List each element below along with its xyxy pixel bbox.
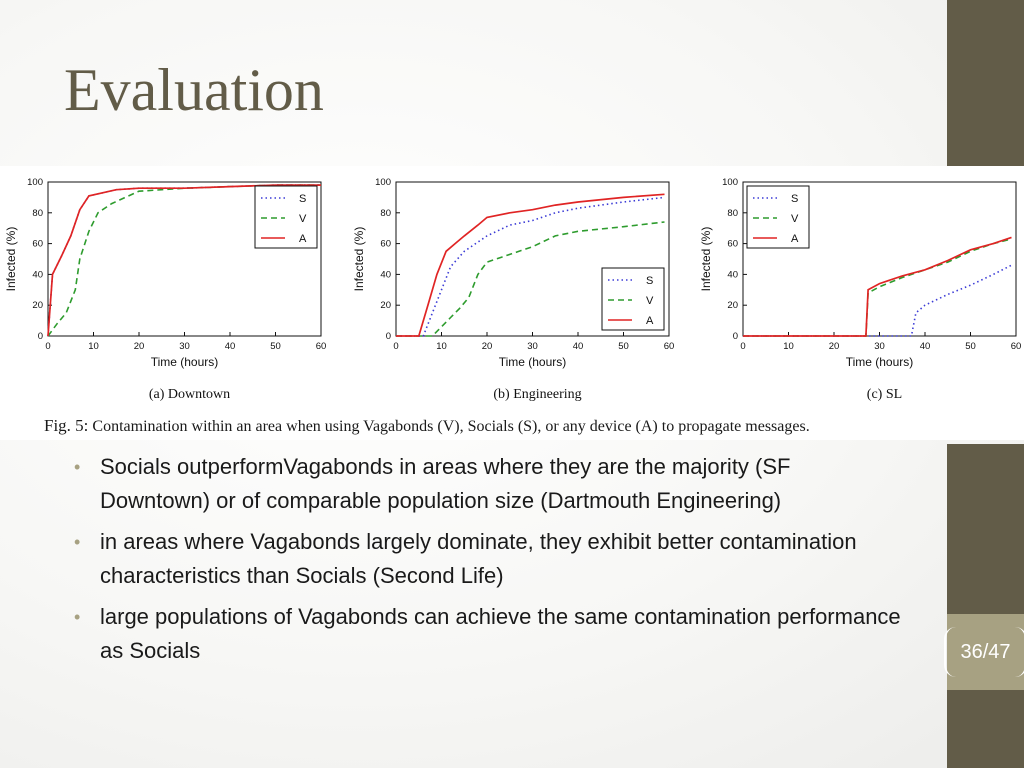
legend-label: V: [646, 295, 654, 307]
legend-label: V: [299, 213, 307, 225]
x-tick-label: 20: [134, 341, 145, 352]
y-axis-label: Infected (%): [352, 227, 366, 292]
legend-label: A: [791, 233, 799, 245]
series-line-a: [47, 184, 321, 337]
y-tick-label: 20: [727, 300, 738, 311]
x-tick-label: 30: [527, 341, 538, 352]
bullet-text: in areas where Vagabonds largely dominat…: [100, 529, 857, 588]
page-number: 36/47: [944, 627, 1024, 677]
y-tick-label: 80: [380, 208, 391, 219]
series-line-a: [396, 193, 665, 337]
slide-title: Evaluation: [64, 57, 324, 123]
series-line-v: [47, 184, 321, 337]
y-tick-label: 0: [38, 331, 43, 342]
y-tick-label: 80: [32, 208, 43, 219]
legend-label: A: [299, 233, 307, 245]
y-tick-label: 60: [727, 239, 738, 250]
y-tick-label: 80: [727, 208, 738, 219]
bullet-text: large populations of Vagabonds can achie…: [100, 604, 901, 663]
x-tick-label: 50: [270, 341, 281, 352]
bullet-list: • Socials outperformVagabonds in areas wh…: [72, 450, 902, 675]
series-line-s: [743, 264, 1012, 337]
y-tick-label: 40: [380, 269, 391, 280]
x-tick-label: 20: [482, 341, 493, 352]
y-tick-label: 60: [32, 239, 43, 250]
bullet-item: • in areas where Vagabonds largely domina…: [72, 525, 902, 593]
y-tick-label: 60: [380, 239, 391, 250]
bullet-text: Socials outperformVagabonds in areas whe…: [100, 454, 791, 513]
legend-label: S: [791, 193, 798, 205]
bullet-icon: •: [74, 457, 81, 477]
x-axis-label: Time (hours): [846, 355, 914, 369]
x-axis-label: Time (hours): [499, 355, 567, 369]
x-tick-label: 20: [829, 341, 840, 352]
chart-subtitle: (b) Engineering: [493, 387, 581, 402]
chart-subtitle: (a) Downtown: [149, 387, 230, 402]
y-axis-label: Infected (%): [699, 227, 713, 292]
y-tick-label: 100: [375, 177, 391, 188]
x-tick-label: 40: [225, 341, 236, 352]
y-axis-label: Infected (%): [4, 227, 18, 292]
figure-panel: 0 10 20 30 40 50 60 0 20 40 60 80 100 Time (hours) Inf…: [0, 166, 1024, 440]
page-number-box: [947, 614, 1024, 690]
x-tick-label: 50: [965, 341, 976, 352]
y-tick-label: 0: [386, 331, 391, 342]
x-tick-label: 50: [618, 341, 629, 352]
bullet-icon: •: [74, 532, 81, 552]
legend-label: A: [646, 315, 654, 327]
y-tick-label: 100: [27, 177, 43, 188]
y-tick-label: 40: [32, 269, 43, 280]
y-tick-label: 20: [380, 300, 391, 311]
x-tick-label: 60: [1011, 341, 1022, 352]
x-tick-label: 10: [88, 341, 99, 352]
x-axis-label: Time (hours): [151, 355, 219, 369]
x-tick-label: 60: [664, 341, 675, 352]
y-tick-label: 100: [722, 177, 738, 188]
bullet-item: • large populations of Vagabonds can achi…: [72, 600, 902, 668]
x-tick-label: 0: [45, 341, 50, 352]
series-line-s: [396, 196, 665, 337]
y-tick-label: 40: [727, 269, 738, 280]
x-tick-label: 10: [783, 341, 794, 352]
series-line-v: [396, 221, 665, 337]
x-tick-label: 60: [316, 341, 327, 352]
legend-label: V: [791, 213, 799, 225]
y-tick-label: 0: [733, 331, 738, 342]
bullet-item: • Socials outperformVagabonds in areas wh…: [72, 450, 902, 518]
x-tick-label: 30: [874, 341, 885, 352]
figure-caption-label: Fig. 5:: [44, 416, 89, 435]
x-tick-label: 40: [920, 341, 931, 352]
legend-label: S: [299, 193, 306, 205]
x-tick-label: 30: [179, 341, 190, 352]
x-tick-label: 0: [393, 341, 398, 352]
x-tick-label: 0: [740, 341, 745, 352]
decorative-rail-bottom: [947, 444, 1024, 768]
series-line-a: [743, 236, 1012, 337]
figure-caption: Fig. 5: Contamination within an area whe…: [44, 416, 810, 436]
bullet-icon: •: [74, 607, 81, 627]
decorative-rail-top: [947, 0, 1024, 166]
chart-subtitle: (c) SL: [867, 387, 902, 402]
x-tick-label: 10: [436, 341, 447, 352]
y-tick-label: 20: [32, 300, 43, 311]
x-tick-label: 40: [573, 341, 584, 352]
legend-label: S: [646, 275, 653, 287]
figure-caption-text: Contamination within an area when using …: [92, 418, 810, 435]
